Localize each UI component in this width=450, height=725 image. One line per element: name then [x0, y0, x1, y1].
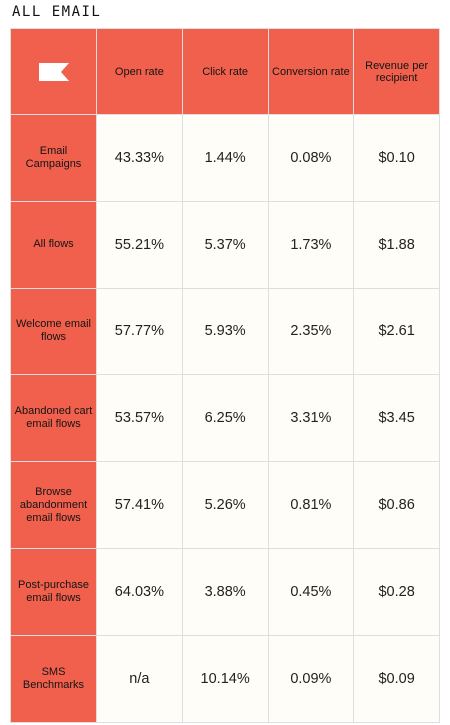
column-header: Revenue per recipient	[353, 28, 440, 115]
value-cell: 1.44%	[181, 114, 269, 202]
value-cell: 57.41%	[96, 461, 183, 549]
table-row: Post-purchase email flows 64.03% 3.88% 0.45…	[10, 547, 440, 636]
header-row: Open rate Click rate Conversion rate Rev…	[10, 28, 440, 115]
value-cell: 1.73%	[267, 200, 355, 289]
table-row: SMS Benchmarks n/a 10.14% 0.09% $0.09	[10, 634, 440, 723]
section-title: ALL EMAIL	[12, 4, 102, 20]
table-row: All flows 55.21% 5.37% 1.73% $1.88	[10, 200, 440, 289]
value-cell: $0.09	[353, 634, 440, 723]
flag-logo-icon	[38, 62, 69, 81]
row-label: SMS Benchmarks	[10, 634, 97, 723]
row-label: Browse abandonment email flows	[10, 461, 97, 549]
value-cell: $0.28	[353, 547, 440, 636]
value-cell: 0.45%	[267, 547, 355, 636]
logo-cell	[10, 28, 97, 115]
value-cell: $0.86	[353, 461, 440, 549]
value-cell: 2.35%	[267, 287, 355, 376]
row-label: Abandoned cart email flows	[10, 374, 97, 463]
value-cell: 64.03%	[96, 547, 183, 636]
table-row: Welcome email flows 57.77% 5.93% 2.35% $2.61	[10, 287, 440, 376]
value-cell: 0.09%	[267, 634, 355, 723]
row-label: Email Campaigns	[10, 114, 97, 202]
table-row: Abandoned cart email flows 53.57% 6.25% 3.3…	[10, 374, 440, 463]
value-cell: 5.26%	[181, 461, 269, 549]
row-label: Post-purchase email flows	[10, 547, 97, 636]
row-label: Welcome email flows	[10, 287, 97, 376]
value-cell: 3.31%	[267, 374, 355, 463]
value-cell: 57.77%	[96, 287, 183, 376]
value-cell: 0.81%	[267, 461, 355, 549]
table-row: Email Campaigns 43.33% 1.44% 0.08% $0.10	[10, 114, 440, 202]
value-cell: 6.25%	[181, 374, 269, 463]
value-cell: $3.45	[353, 374, 440, 463]
value-cell: $2.61	[353, 287, 440, 376]
benchmark-table: Open rate Click rate Conversion rate Rev…	[10, 28, 440, 723]
column-header: Conversion rate	[267, 28, 355, 115]
value-cell: 5.37%	[181, 200, 269, 289]
value-cell: 5.93%	[181, 287, 269, 376]
value-cell: 3.88%	[181, 547, 269, 636]
value-cell: 43.33%	[96, 114, 183, 202]
value-cell: n/a	[96, 634, 183, 723]
column-header: Open rate	[96, 28, 183, 115]
value-cell: $0.10	[353, 114, 440, 202]
value-cell: 53.57%	[96, 374, 183, 463]
value-cell: 10.14%	[181, 634, 269, 723]
value-cell: 55.21%	[96, 200, 183, 289]
row-label: All flows	[10, 200, 97, 289]
value-cell: 0.08%	[267, 114, 355, 202]
value-cell: $1.88	[353, 200, 440, 289]
column-header: Click rate	[181, 28, 269, 115]
table-row: Browse abandonment email flows 57.41% 5.26…	[10, 461, 440, 549]
